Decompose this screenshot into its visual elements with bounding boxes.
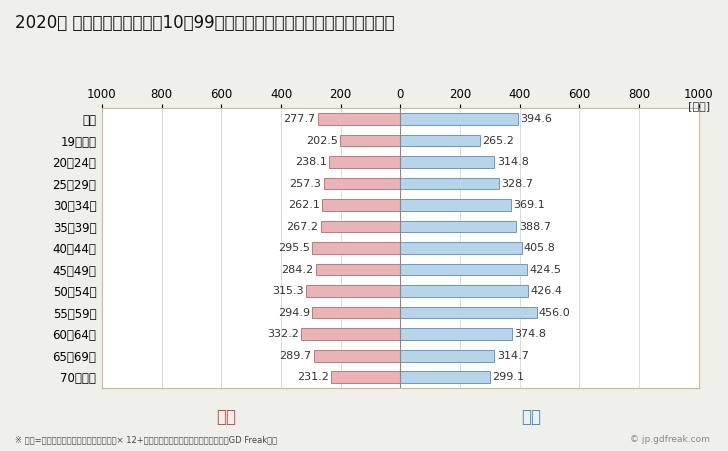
Text: 456.0: 456.0	[539, 308, 571, 318]
Text: 314.8: 314.8	[496, 157, 529, 167]
Text: 男性: 男性	[521, 408, 542, 426]
Text: 257.3: 257.3	[289, 179, 321, 189]
Bar	[340, 134, 400, 147]
Bar	[306, 285, 400, 297]
Bar	[400, 134, 480, 147]
Text: 202.5: 202.5	[306, 135, 338, 146]
Text: © jp.gdfreak.com: © jp.gdfreak.com	[630, 435, 710, 444]
Bar	[400, 199, 510, 211]
Bar	[331, 371, 400, 383]
Text: 277.7: 277.7	[283, 114, 315, 124]
Bar	[400, 221, 516, 232]
Bar	[400, 350, 494, 362]
Text: 388.7: 388.7	[519, 221, 551, 231]
Text: 314.7: 314.7	[496, 350, 529, 361]
Text: 394.6: 394.6	[521, 114, 553, 124]
Bar	[301, 328, 400, 340]
Text: 374.8: 374.8	[515, 329, 547, 339]
Text: 238.1: 238.1	[295, 157, 327, 167]
Bar	[312, 242, 400, 254]
Text: 2020年 民間企業（従業者数10～99人）フルタイム労働者の男女別平均年収: 2020年 民間企業（従業者数10～99人）フルタイム労働者の男女別平均年収	[15, 14, 394, 32]
Bar	[400, 113, 518, 125]
Text: 369.1: 369.1	[513, 200, 545, 210]
Text: 426.4: 426.4	[530, 286, 562, 296]
Bar	[400, 307, 537, 318]
Bar	[329, 156, 400, 168]
Bar	[400, 264, 527, 276]
Bar	[323, 199, 400, 211]
Text: ※ 年収=「きまって支給する現金給与額」× 12+「年間賞与その他特別給与額」としてGD Freak推計: ※ 年収=「きまって支給する現金給与額」× 12+「年間賞与その他特別給与額」と…	[15, 435, 277, 444]
Text: 328.7: 328.7	[501, 179, 533, 189]
Text: 女性: 女性	[215, 408, 236, 426]
Text: 315.3: 315.3	[272, 286, 304, 296]
Text: 424.5: 424.5	[529, 265, 561, 275]
Bar	[320, 221, 400, 232]
Text: 332.2: 332.2	[267, 329, 299, 339]
Bar	[400, 178, 499, 189]
Text: 289.7: 289.7	[280, 350, 312, 361]
Bar	[400, 285, 528, 297]
Text: 294.9: 294.9	[278, 308, 310, 318]
Bar	[324, 178, 400, 189]
Bar	[400, 156, 494, 168]
Text: 265.2: 265.2	[482, 135, 514, 146]
Bar	[312, 307, 400, 318]
Bar	[314, 350, 400, 362]
Bar	[400, 242, 521, 254]
Text: 299.1: 299.1	[492, 372, 524, 382]
Text: 284.2: 284.2	[281, 265, 313, 275]
Text: 405.8: 405.8	[524, 243, 555, 253]
Text: 262.1: 262.1	[288, 200, 320, 210]
Text: [万円]: [万円]	[688, 101, 710, 111]
Text: 231.2: 231.2	[297, 372, 329, 382]
Bar	[315, 264, 400, 276]
Bar	[400, 371, 490, 383]
Text: 295.5: 295.5	[278, 243, 310, 253]
Bar	[400, 328, 513, 340]
Bar	[317, 113, 400, 125]
Text: 267.2: 267.2	[286, 221, 318, 231]
